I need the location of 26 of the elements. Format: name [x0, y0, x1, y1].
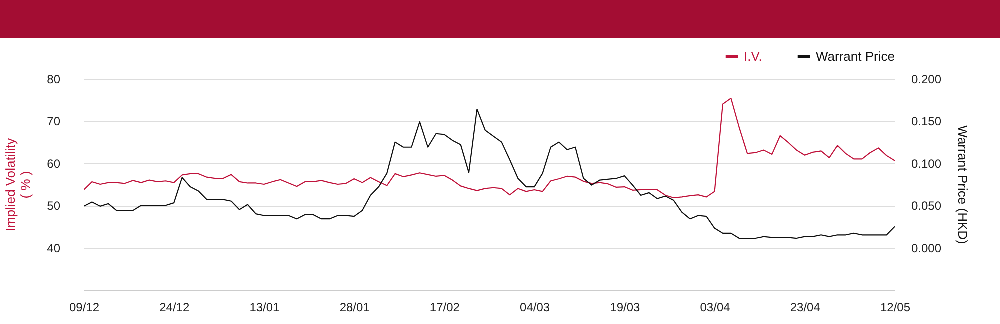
x-tick-label: 24/12	[160, 300, 190, 314]
y2-tick-label: 0.050	[912, 199, 942, 214]
y2-axis-title: Warrant Price (HKD)	[956, 126, 971, 244]
y2-tick-label: 0.100	[912, 156, 942, 171]
line-series	[84, 98, 895, 199]
y-tick-label: 50	[47, 199, 61, 214]
x-tick-label: 28/01	[340, 300, 370, 314]
y2-tick-label: 0.000	[912, 241, 942, 256]
y2-tick-label: 0.200	[912, 72, 942, 86]
x-tick-label: 04/03	[520, 300, 550, 314]
x-tick-label: 23/04	[790, 300, 821, 314]
x-tick-label: 17/02	[430, 300, 460, 314]
y-axis-title: Implied Volatility ( % )	[3, 138, 34, 232]
x-tick-label: 09/12	[69, 300, 100, 314]
legend-label: Warrant Price	[816, 49, 895, 64]
x-tick-label: 19/03	[610, 300, 641, 314]
y-tick-label: 80	[47, 72, 61, 86]
y-tick-label: 40	[47, 241, 61, 256]
y-tick-label: 60	[47, 156, 61, 171]
line-series	[84, 108, 895, 240]
x-tick-label: 12/05	[880, 300, 911, 314]
legend-label: I.V.	[744, 49, 762, 64]
y-tick-label: 70	[47, 114, 61, 129]
x-tick-label: 03/04	[700, 300, 731, 314]
x-tick-label: 13/01	[250, 300, 280, 314]
y2-tick-label: 0.150	[912, 114, 942, 129]
